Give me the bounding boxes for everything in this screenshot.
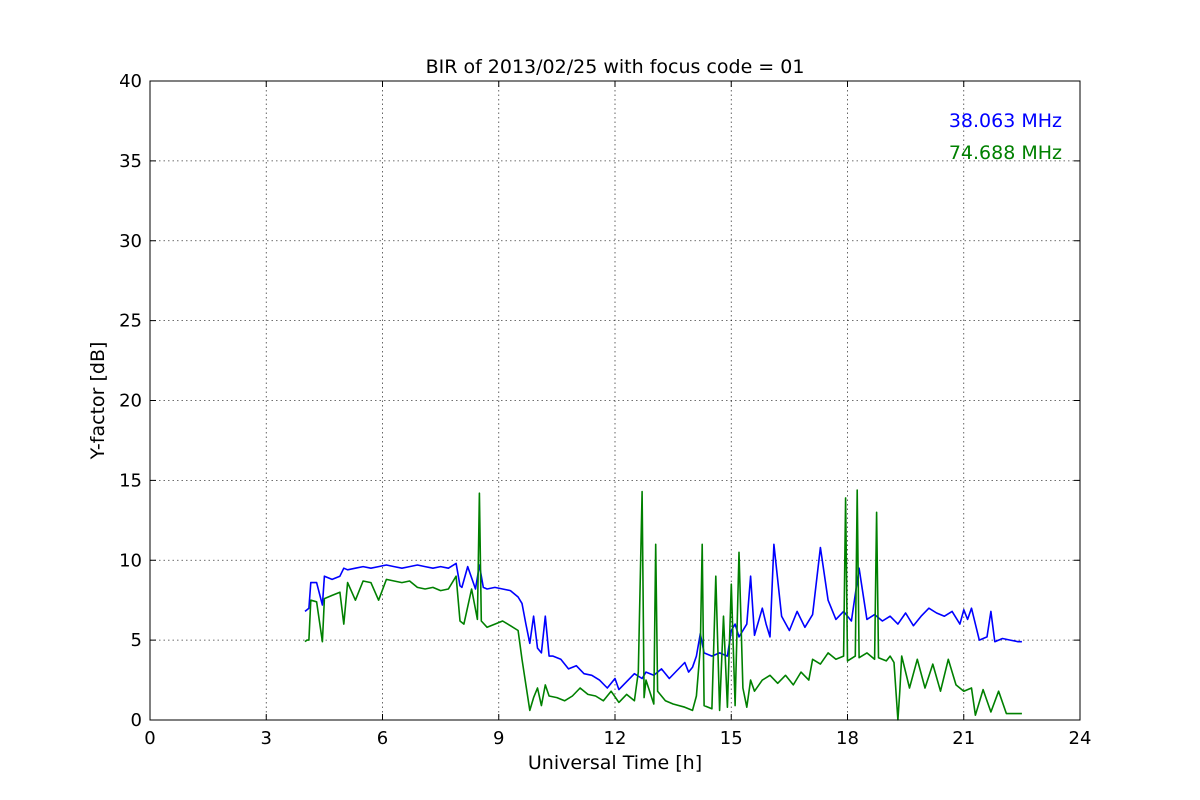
x-tick-label: 12 [604, 728, 627, 749]
x-tick-label: 24 [1069, 728, 1092, 749]
chart-title: BIR of 2013/02/25 with focus code = 01 [426, 56, 805, 78]
legend-entry-74mhz: 74.688 MHz [949, 142, 1062, 164]
y-tick-label: 10 [119, 550, 142, 571]
y-tick-label: 30 [119, 231, 142, 252]
x-tick-label: 0 [144, 728, 155, 749]
x-tick-label: 9 [493, 728, 504, 749]
x-tick-label: 15 [720, 728, 743, 749]
y-tick-label: 25 [119, 311, 142, 332]
x-tick-label: 18 [836, 728, 859, 749]
grid-lines [150, 81, 1080, 720]
x-axis-title: Universal Time [h] [528, 752, 702, 774]
y-tick-label: 40 [119, 71, 142, 92]
series-line-2 [304, 489, 1022, 721]
x-tick-label: 6 [377, 728, 388, 749]
y-tick-label: 20 [119, 391, 142, 412]
x-tick-labels: 0 3 6 9 12 15 18 21 24 [144, 728, 1091, 749]
y-tick-label: 5 [131, 630, 142, 651]
x-tick-label: 3 [261, 728, 272, 749]
legend-entry-38mhz: 38.063 MHz [949, 110, 1062, 132]
y-tick-label: 35 [119, 151, 142, 172]
series-layer [304, 489, 1022, 721]
x-tick-label: 21 [952, 728, 975, 749]
y-tick-label: 15 [119, 470, 142, 491]
tick-marks [149, 80, 1081, 721]
y-tick-label: 0 [131, 710, 142, 731]
y-tick-labels: 0 5 10 15 20 25 30 35 40 [119, 71, 142, 731]
legend: 38.063 MHz 74.688 MHz [949, 110, 1062, 164]
y-axis-title: Y-factor [dB] [87, 342, 109, 461]
